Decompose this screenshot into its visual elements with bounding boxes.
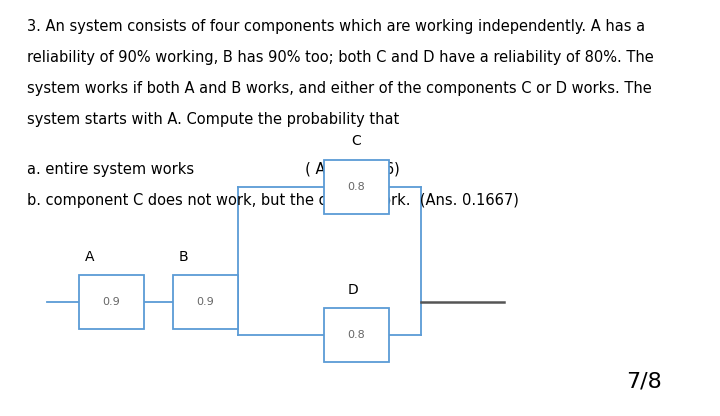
Text: system works if both A and B works, and either of the components C or D works. T: system works if both A and B works, and … [27,81,652,96]
Text: system starts with A. Compute the probability that: system starts with A. Compute the probab… [27,112,400,127]
Text: 0.8: 0.8 [348,330,365,340]
Text: reliability of 90% working, B has 90% too; both C and D have a reliability of 80: reliability of 90% working, B has 90% to… [27,50,654,65]
Text: C: C [351,134,361,148]
FancyBboxPatch shape [79,275,144,329]
FancyBboxPatch shape [324,160,389,214]
Text: 0.8: 0.8 [348,182,365,192]
Text: B: B [179,250,189,264]
Text: A: A [85,250,95,264]
Text: 3. An system consists of four components which are working independently. A has : 3. An system consists of four components… [27,19,646,34]
FancyBboxPatch shape [173,275,238,329]
Text: 7/8: 7/8 [626,371,662,391]
FancyBboxPatch shape [324,308,389,362]
Text: 0.9: 0.9 [197,297,214,307]
Text: b. component C does not work, but the others work.  (Ans. 0.1667): b. component C does not work, but the ot… [27,193,519,208]
Text: 0.9: 0.9 [103,297,120,307]
Text: a. entire system works                        ( Ans. 0.776): a. entire system works ( Ans. 0.776) [27,162,400,177]
Text: D: D [348,283,358,297]
